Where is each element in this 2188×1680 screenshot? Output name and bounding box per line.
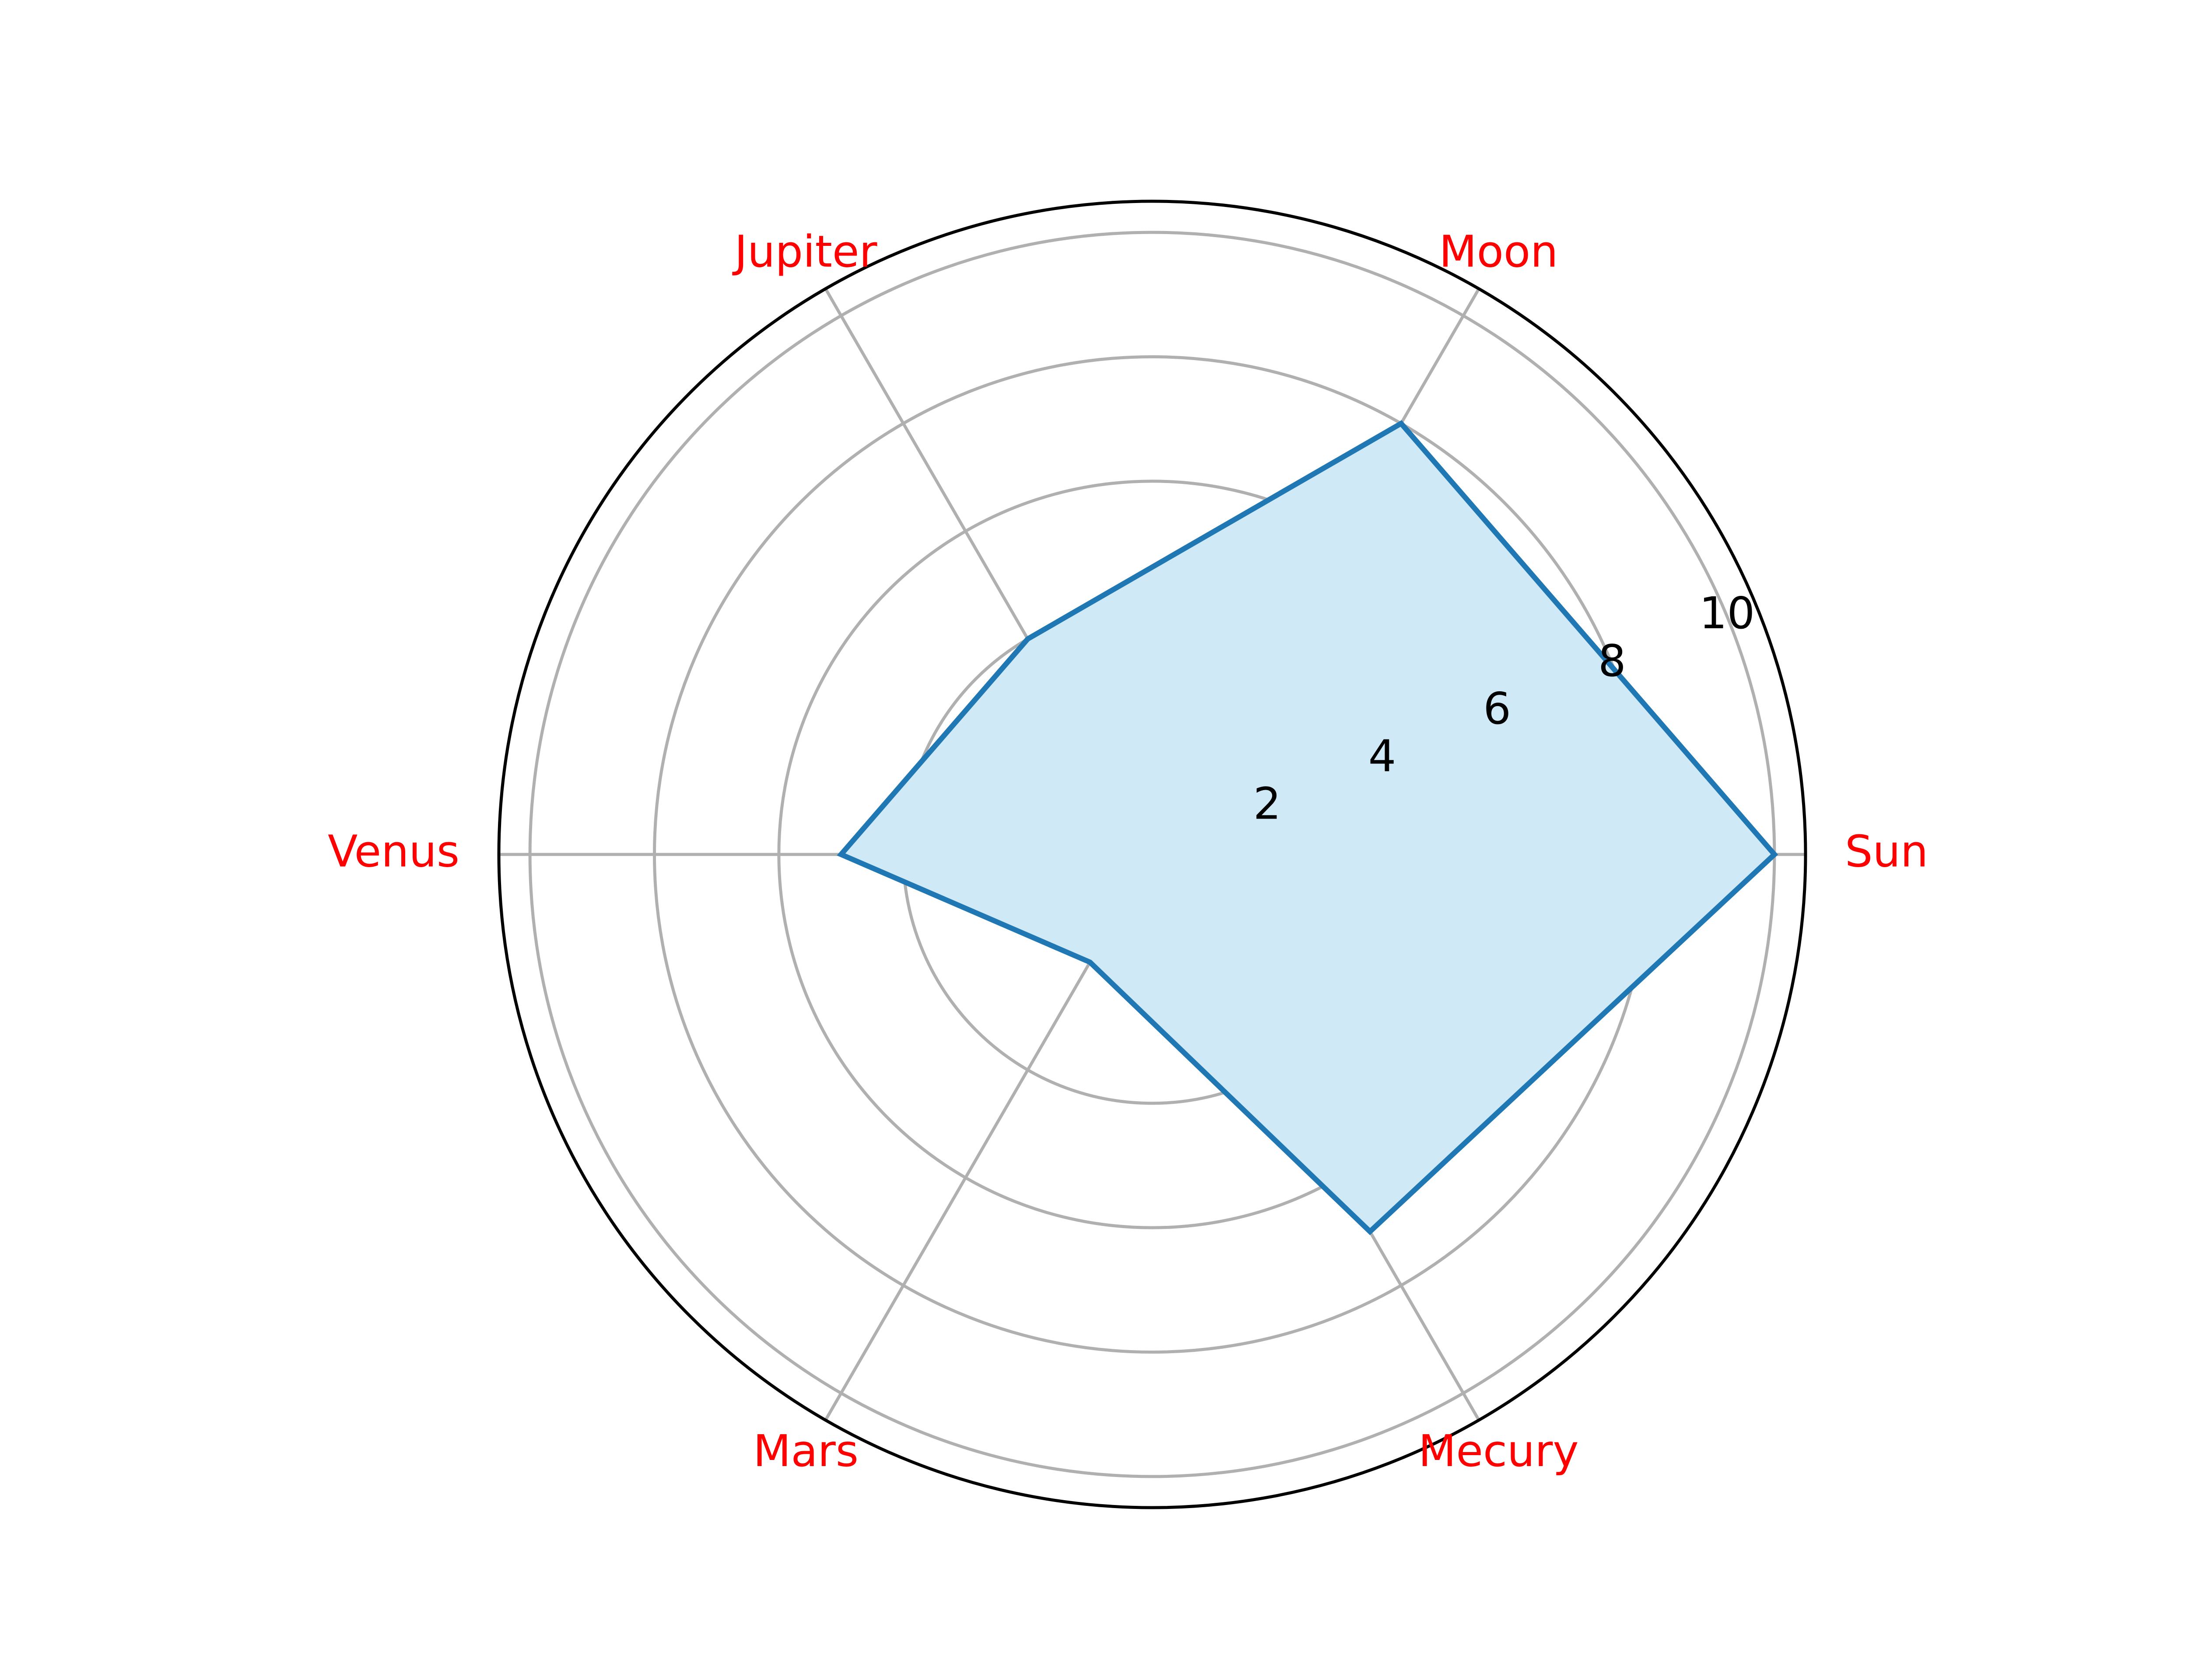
category-label-sun: Sun: [1845, 826, 1928, 877]
series-area: [841, 423, 1774, 1232]
tick-label-8: 8: [1598, 635, 1626, 686]
tick-label-4: 4: [1368, 731, 1396, 782]
tick-label-10: 10: [1699, 588, 1755, 639]
category-label-mars: Mars: [753, 1425, 859, 1477]
outer-frame: [497, 200, 1807, 1509]
tick-label-2: 2: [1253, 778, 1281, 830]
radial-tick-labels: 2 4 6 8 10: [1253, 588, 1755, 829]
category-label-mecury: Mecury: [1418, 1425, 1578, 1477]
category-labels: Sun Moon Jupiter Venus Mars Mecury: [328, 226, 1928, 1477]
series-line: [837, 420, 1778, 1236]
polar-frame: [497, 200, 1807, 1509]
tick-label-6: 6: [1483, 683, 1511, 734]
category-label-jupiter: Jupiter: [732, 226, 878, 277]
category-label-venus: Venus: [328, 826, 459, 877]
category-label-moon: Moon: [1439, 226, 1558, 277]
data-series: [837, 420, 1778, 1236]
